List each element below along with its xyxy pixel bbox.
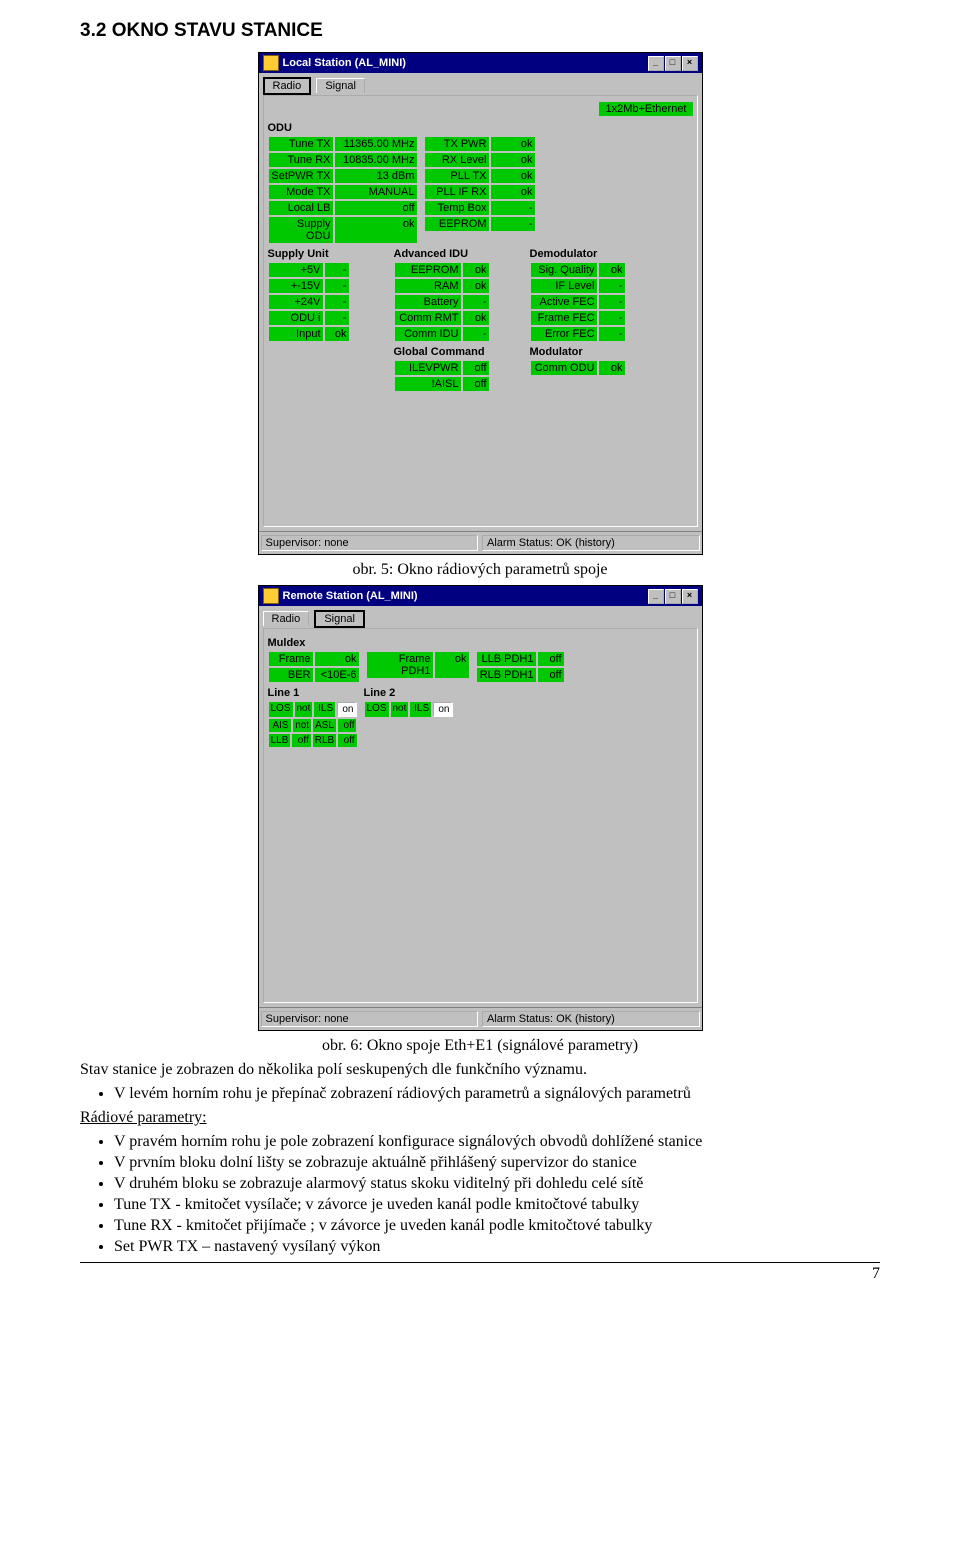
tabstrip: Radio Signal: [259, 606, 702, 628]
radio-params-heading: Rádiové parametry:: [80, 1109, 880, 1127]
statusbar: Supervisor: none Alarm Status: OK (histo…: [259, 1007, 702, 1030]
statusbar: Supervisor: none Alarm Status: OK (histo…: [259, 531, 702, 554]
odu-right: TX PWRok RX Levelok PLL TXok PLL IF RXok…: [424, 136, 536, 232]
line2-label: Line 2: [364, 687, 454, 699]
window-title: Remote Station (AL_MINI): [283, 590, 418, 602]
remote-station-window: Remote Station (AL_MINI) _ □ × Radio Sig…: [258, 585, 703, 1031]
radio-panel: 1x2Mb+Ethernet ODU Tune TX11365.00 MHz T…: [263, 95, 698, 527]
minimize-button[interactable]: _: [648, 56, 664, 71]
status-supervisor: Supervisor: none: [261, 535, 479, 551]
signal-panel: Muldex Frameok BER<10E-6 Frame PDH1ok LL…: [263, 628, 698, 1003]
tab-signal[interactable]: Signal: [316, 78, 365, 93]
line1-label: Line 1: [268, 687, 358, 699]
close-button[interactable]: ×: [682, 589, 698, 604]
supply-label: Supply Unit: [268, 248, 388, 260]
bullet: V druhém bloku se zobrazuje alarmový sta…: [114, 1175, 880, 1193]
bullet: Tune TX - kmitočet vysílače; v závorce j…: [114, 1196, 880, 1214]
modulator-label: Modulator: [530, 346, 660, 358]
section-heading: 3.2 OKNO STAVU STANICE: [80, 20, 880, 42]
bullet: Set PWR TX – nastavený vysílaný výkon: [114, 1238, 880, 1256]
global-cmd-label: Global Command: [394, 346, 524, 358]
local-station-window: Local Station (AL_MINI) _ □ × Radio Sign…: [258, 52, 703, 555]
config-field: 1x2Mb+Ethernet: [599, 102, 692, 116]
advanced-idu-label: Advanced IDU: [394, 248, 524, 260]
intro-text: Stav stanice je zobrazen do několika pol…: [80, 1061, 880, 1079]
status-alarm: Alarm Status: OK (history): [482, 1011, 700, 1027]
odu-left: Tune TX11365.00 MHz Tune RX10835.00 MHz …: [268, 136, 418, 244]
demodulator-label: Demodulator: [530, 248, 660, 260]
tab-radio[interactable]: Radio: [263, 611, 310, 626]
tabstrip: Radio Signal: [259, 73, 702, 95]
maximize-button[interactable]: □: [665, 589, 681, 604]
figure-caption-6: obr. 6: Okno spoje Eth+E1 (signálové par…: [80, 1037, 880, 1055]
tab-radio[interactable]: Radio: [263, 77, 312, 95]
intro-bullet: V levém horním rohu je přepínač zobrazen…: [114, 1085, 880, 1103]
radio-params-list: V pravém horním rohu je pole zobrazení k…: [114, 1133, 880, 1256]
muldex-label: Muldex: [268, 637, 693, 649]
bullet-switch: V levém horním rohu je přepínač zobrazen…: [114, 1085, 880, 1103]
figure-caption-5: obr. 5: Okno rádiových parametrů spoje: [80, 561, 880, 579]
bullet: V prvním bloku dolní lišty se zobrazuje …: [114, 1154, 880, 1172]
status-alarm: Alarm Status: OK (history): [482, 535, 700, 551]
status-supervisor: Supervisor: none: [261, 1011, 479, 1027]
minimize-button[interactable]: _: [648, 589, 664, 604]
maximize-button[interactable]: □: [665, 56, 681, 71]
window-title: Local Station (AL_MINI): [283, 57, 406, 69]
titlebar: Local Station (AL_MINI) _ □ ×: [259, 53, 702, 73]
bullet: Tune RX - kmitočet přijímače ; v závorce…: [114, 1217, 880, 1235]
bullet: V pravém horním rohu je pole zobrazení k…: [114, 1133, 880, 1151]
app-icon: [263, 55, 279, 71]
tab-signal[interactable]: Signal: [314, 610, 365, 628]
page-number: 7: [80, 1262, 880, 1283]
close-button[interactable]: ×: [682, 56, 698, 71]
odu-label: ODU: [268, 122, 693, 134]
titlebar: Remote Station (AL_MINI) _ □ ×: [259, 586, 702, 606]
app-icon: [263, 588, 279, 604]
